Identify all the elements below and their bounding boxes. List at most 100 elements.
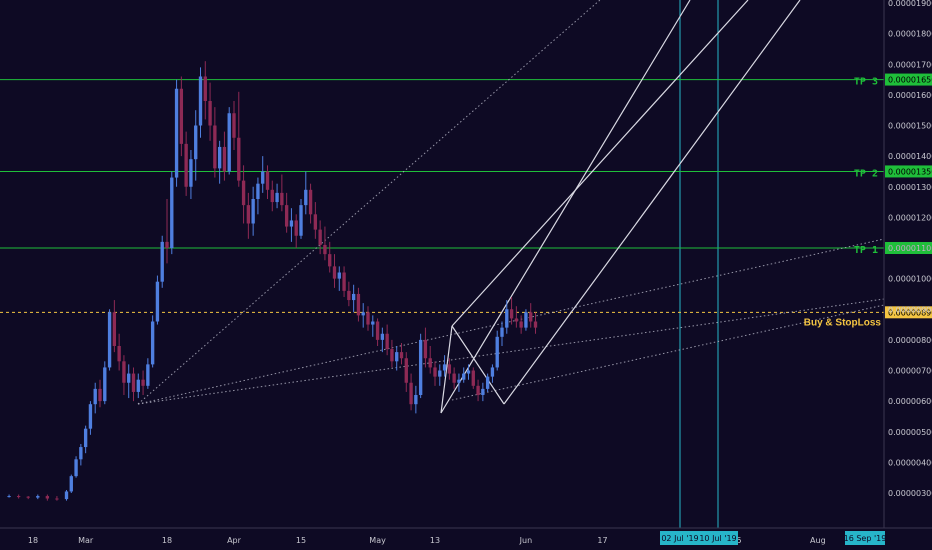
candle-body: [366, 312, 370, 325]
candle-body: [222, 146, 227, 172]
candle-body: [141, 379, 145, 386]
candle-body: [433, 367, 437, 377]
candle-body: [380, 333, 385, 340]
candle-body: [481, 388, 485, 395]
candle-body: [529, 312, 533, 322]
candle-body: [332, 266, 337, 279]
price-tick-label: 0.00000600: [888, 397, 932, 406]
candle-body: [55, 498, 59, 500]
entry-level-label: Buy & StopLoss: [804, 317, 882, 328]
candle-body: [466, 370, 471, 374]
trend-line-dotted: [137, 238, 885, 405]
candle-body: [198, 76, 203, 126]
candle-body: [289, 220, 294, 227]
candle-body: [208, 101, 212, 126]
price-badge-text: 0.00000890: [888, 308, 932, 317]
channel-line: [503, 0, 801, 405]
take-profit-label: TP 3: [854, 77, 878, 88]
candle-body: [45, 496, 50, 499]
date-marker-badge: [698, 531, 738, 545]
candle-body: [7, 496, 11, 498]
candle-body: [409, 382, 413, 405]
candle-body: [428, 358, 432, 368]
candle-body: [217, 146, 222, 169]
trend-line-dotted: [137, 298, 885, 405]
time-tick-label: 17: [597, 536, 607, 545]
candle-body: [36, 496, 40, 498]
candle-body: [184, 143, 188, 187]
price-tick-label: 0.00000700: [888, 367, 932, 376]
candle-body: [390, 349, 394, 362]
candle-body: [395, 352, 399, 362]
price-badge: [885, 306, 932, 319]
candle-body: [16, 496, 21, 498]
price-tick-label: 0.00000400: [888, 458, 932, 467]
candle-body: [308, 189, 313, 215]
price-badge: [885, 165, 932, 178]
price-tick-label: 0.00000500: [888, 428, 932, 437]
take-profit-label: TP 1: [854, 245, 878, 256]
trend-line-dotted: [451, 304, 885, 401]
candle-body: [294, 220, 298, 236]
candle-body: [122, 361, 126, 383]
candle-body: [26, 496, 30, 498]
candle-body: [399, 352, 404, 359]
price-tick-label: 0.00000800: [888, 336, 932, 345]
candle-body: [447, 364, 452, 374]
candle-body: [375, 321, 380, 340]
candle-body: [342, 272, 346, 291]
time-tick-label: Mar: [78, 536, 94, 545]
candle-body: [146, 364, 150, 386]
candle-body: [213, 125, 217, 169]
price-tick-label: 0.00001100: [888, 244, 932, 253]
candle-body: [103, 367, 107, 402]
candle-body: [79, 447, 83, 460]
candle-body: [246, 205, 251, 224]
candle-body: [323, 244, 327, 255]
price-badge: [885, 242, 932, 254]
candle-body: [519, 321, 523, 328]
candle-body: [313, 214, 318, 230]
price-tick-label: 0.00001900: [888, 0, 932, 8]
candle-body: [251, 199, 255, 224]
channel-line: [440, 0, 691, 414]
candle-body: [261, 171, 265, 184]
trend-line-dotted: [137, 0, 601, 405]
candle-body: [485, 376, 490, 389]
candle-body: [514, 318, 519, 322]
candle-body: [356, 293, 361, 316]
candle-body: [385, 333, 389, 350]
candle-body: [371, 321, 375, 325]
date-marker-text: 02 Jul '19: [661, 534, 698, 543]
candle-body: [160, 241, 164, 282]
candle-body: [275, 192, 279, 203]
channel-line: [451, 0, 749, 327]
candle-body: [117, 346, 121, 362]
candle-body: [88, 404, 93, 429]
candle-body: [170, 177, 174, 248]
candle-body: [533, 321, 538, 328]
candle-body: [69, 476, 73, 492]
price-axis: [884, 0, 932, 528]
candle-body: [93, 388, 97, 405]
candle-body: [64, 491, 69, 500]
candle-body: [337, 272, 341, 279]
time-tick-label: May: [369, 536, 386, 545]
candle-body: [361, 312, 365, 316]
candle-body: [284, 205, 289, 227]
candle-body: [155, 281, 160, 322]
candle-body: [227, 113, 231, 172]
candle-body: [165, 241, 169, 248]
candle-body: [203, 76, 207, 101]
time-tick-label: 18: [28, 536, 38, 545]
channel-handle: [440, 325, 453, 414]
price-badge: [885, 73, 932, 86]
time-tick-label: Apr: [227, 536, 242, 545]
candle-body: [270, 189, 274, 203]
price-tick-label: 0.00001800: [888, 30, 932, 39]
price-tick-label: 0.00001000: [888, 275, 932, 284]
candle-body: [112, 312, 117, 346]
time-tick-label: 15: [296, 536, 306, 545]
